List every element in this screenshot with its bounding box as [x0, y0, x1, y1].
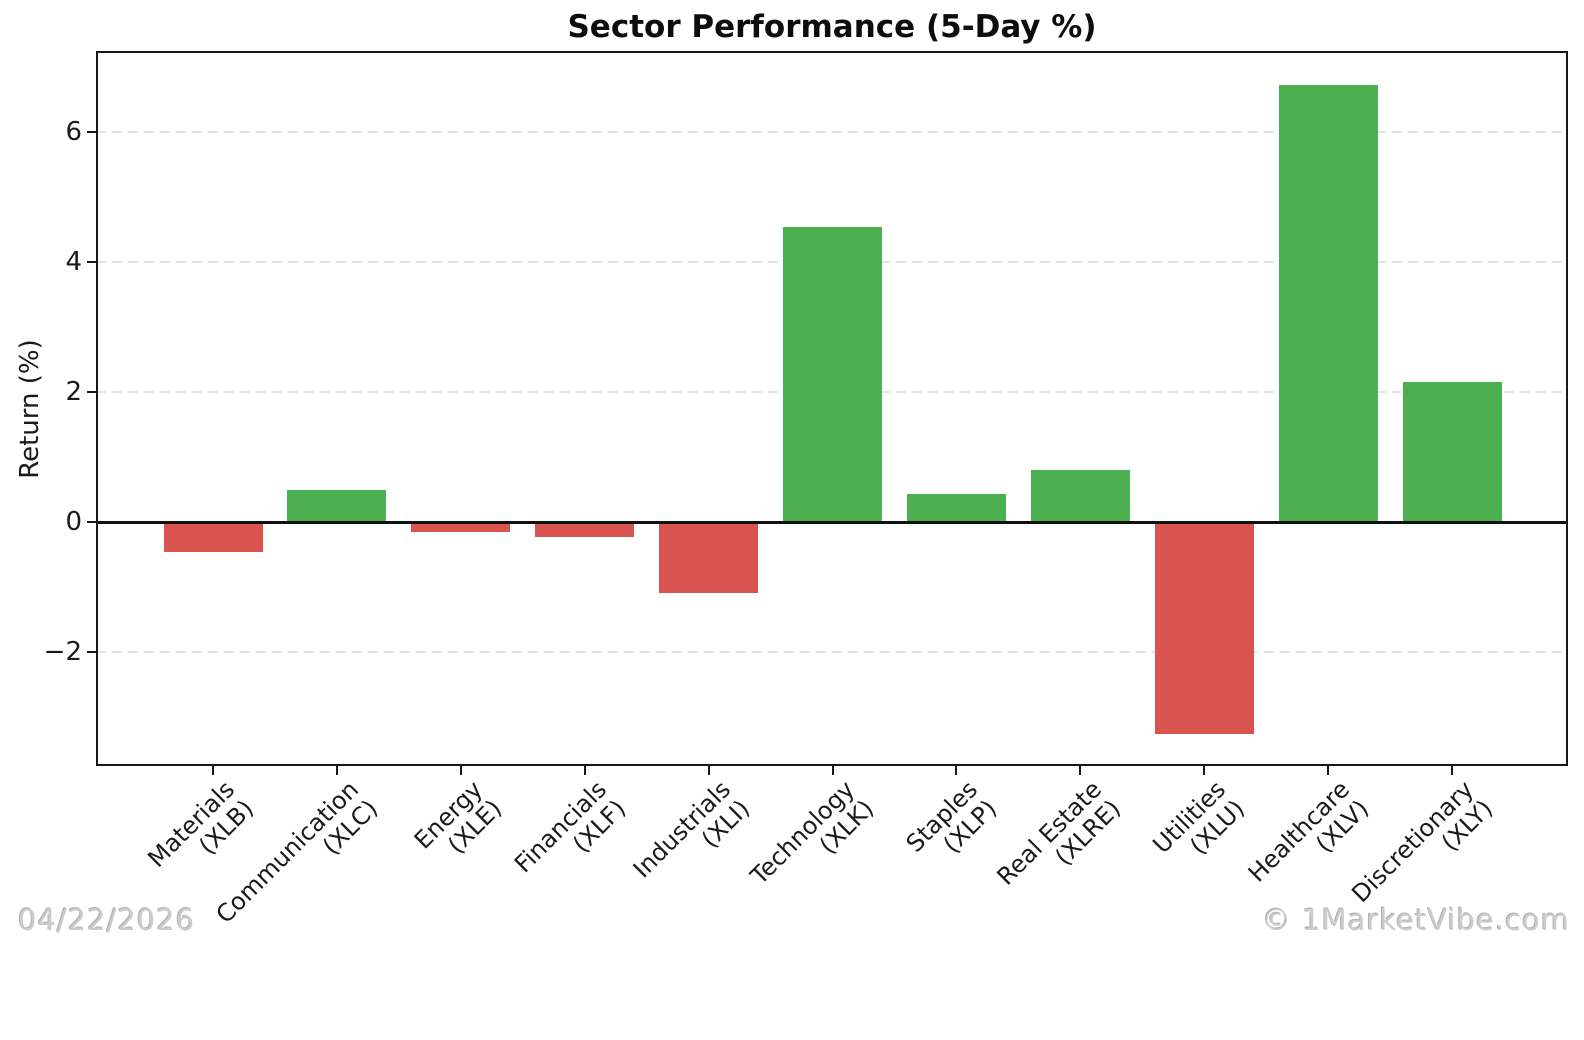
y-tick-label-0: 0	[65, 507, 82, 538]
bar-real-estate	[1030, 469, 1130, 523]
x-tick-energy	[459, 766, 462, 775]
x-tick-discretionary	[1451, 766, 1453, 775]
y-tick-label-4: 4	[65, 247, 82, 278]
chart-canvas: Sector Performance (5-Day %) Return (%) …	[15, 9, 1570, 937]
plot-area: Materials (XLB) Communication (XLC) Energy (X…	[44, 51, 1568, 929]
bar-energy	[411, 522, 511, 532]
bar-industrials	[659, 522, 759, 594]
y-tick-4	[87, 261, 96, 264]
x-tick-communication	[335, 766, 338, 775]
y-tick--2	[87, 651, 96, 654]
bar-technology	[783, 226, 882, 523]
x-tick-staples	[955, 766, 958, 775]
y-tick-label-6: 6	[65, 117, 82, 148]
bar-discretionary	[1402, 381, 1502, 523]
y-tick-2	[87, 391, 96, 394]
x-tick-healthcare	[1327, 766, 1330, 775]
y-tick-6	[87, 131, 96, 134]
gridline-y-6	[96, 131, 1568, 134]
bar-utilities	[1154, 522, 1254, 735]
zero-line	[96, 521, 1568, 525]
bar-communication	[287, 489, 387, 523]
footer-credit: © 1MarketVibe.com	[1261, 903, 1570, 937]
x-tick-technology	[831, 766, 834, 775]
x-tick-financials	[583, 766, 586, 775]
bar-healthcare	[1278, 84, 1378, 523]
footer-date: 04/22/2026	[18, 903, 196, 937]
x-tick-utilities	[1203, 766, 1206, 775]
x-tick-real-estate	[1079, 766, 1082, 775]
x-tick-industrials	[707, 766, 710, 775]
bar-materials	[163, 522, 263, 552]
bar-staples	[906, 493, 1006, 523]
y-tick-label--2: −2	[43, 637, 82, 668]
gridline-y--2	[96, 651, 1568, 654]
chart-title: Sector Performance (5-Day %)	[567, 9, 1097, 45]
y-axis-label: Return (%)	[15, 339, 45, 479]
bar-financials	[535, 522, 635, 537]
y-tick-label-2: 2	[65, 377, 82, 408]
y-tick-0	[87, 521, 96, 524]
x-tick-materials	[212, 766, 214, 775]
